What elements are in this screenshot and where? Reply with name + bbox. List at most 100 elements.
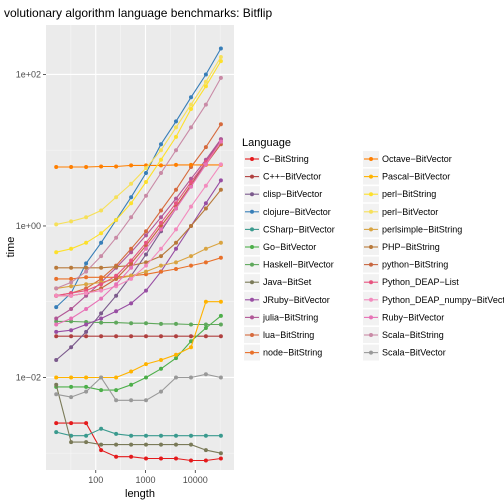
data-point [218,375,223,380]
data-point [129,201,134,206]
data-point [189,95,193,100]
data-point [84,215,89,220]
data-point [114,320,119,325]
data-point [174,148,178,153]
legend-key-point [369,350,373,355]
data-point [189,224,193,228]
data-point [69,334,74,339]
data-point [159,389,163,394]
series-line [56,123,222,297]
data-point [218,433,223,438]
data-point [69,395,74,400]
data-point [203,433,208,438]
legend-label: lua−BitString [263,330,314,340]
x-axis: 100 1000 10000 [88,470,208,485]
data-point [159,456,163,461]
data-point [218,322,223,327]
legend-key-point [250,333,254,337]
data-point [99,208,104,213]
data-point [84,269,89,274]
data-point [99,388,104,393]
data-point [174,162,178,167]
data-point [54,293,59,298]
data-point [189,254,193,259]
data-point [203,326,208,330]
y-axis-label: time [5,237,17,258]
data-point [174,227,178,232]
legend: Language C−BitString C++−BitVector clisp−B… [242,137,504,361]
data-point [99,265,104,270]
data-point [144,398,148,403]
legend-item: Python_DEAP−List [363,274,459,291]
data-point [84,307,89,311]
data-point [144,263,148,268]
data-point [144,229,148,234]
series-16 [54,55,223,227]
data-point [189,125,193,130]
legend-key-point [369,315,373,320]
x-tick-label: 10000 [183,475,208,485]
data-point [114,273,119,278]
data-point [84,261,89,266]
legend-key-point [369,209,373,214]
data-point [54,165,59,169]
data-point [129,273,134,278]
legend-item: Python_DEAP_numpy−BitVector [363,291,504,308]
data-point [129,301,134,306]
legend-key-point [369,333,373,337]
legend-label: perl−BitString [382,189,436,199]
data-point [84,291,89,296]
data-point [144,171,148,175]
data-point [69,284,74,289]
series-22 [54,139,223,327]
data-point [203,201,208,206]
data-point [99,254,104,259]
data-point [203,372,208,377]
legend-label: Java−BitSet [263,277,312,287]
data-point [129,321,134,326]
data-point [159,246,163,251]
data-point [99,282,104,287]
data-point [159,208,163,213]
data-point [144,442,148,447]
legend-item: perl−BitVector [363,203,438,220]
data-point [69,293,74,298]
legend-label: Octave−BitVector [382,154,452,164]
data-point [203,183,208,188]
data-point [144,180,148,184]
data-point [99,334,104,339]
data-point [189,339,193,344]
data-point [69,280,74,285]
legend-label: Python_DEAP−List [382,277,459,287]
data-point [54,329,59,334]
legend-key-point [369,280,373,285]
data-point [203,299,208,304]
data-point [99,316,104,321]
data-point [218,55,223,59]
data-point [203,322,208,327]
data-point [203,79,208,84]
legend-item: CSharp−BitVector [244,221,335,238]
legend-label: PHP−BitString [382,242,440,252]
data-point [129,258,134,263]
data-point [203,162,208,167]
data-point [189,162,193,167]
data-point [114,218,119,222]
data-point [174,356,178,361]
legend-label: perl−BitVector [382,207,438,217]
legend-item: Ruby−BitVector [363,309,444,326]
series-line [56,428,221,437]
data-point [144,321,148,326]
legend-item: C++−BitVector [244,168,321,185]
data-point [129,215,134,220]
data-point [114,293,119,298]
series-layer [54,46,223,463]
data-point [203,448,208,453]
series-line [56,320,221,326]
data-point [54,358,59,362]
data-point [69,265,74,270]
legend-key-point [250,262,254,267]
data-point [84,440,89,445]
series-5 [54,426,223,438]
